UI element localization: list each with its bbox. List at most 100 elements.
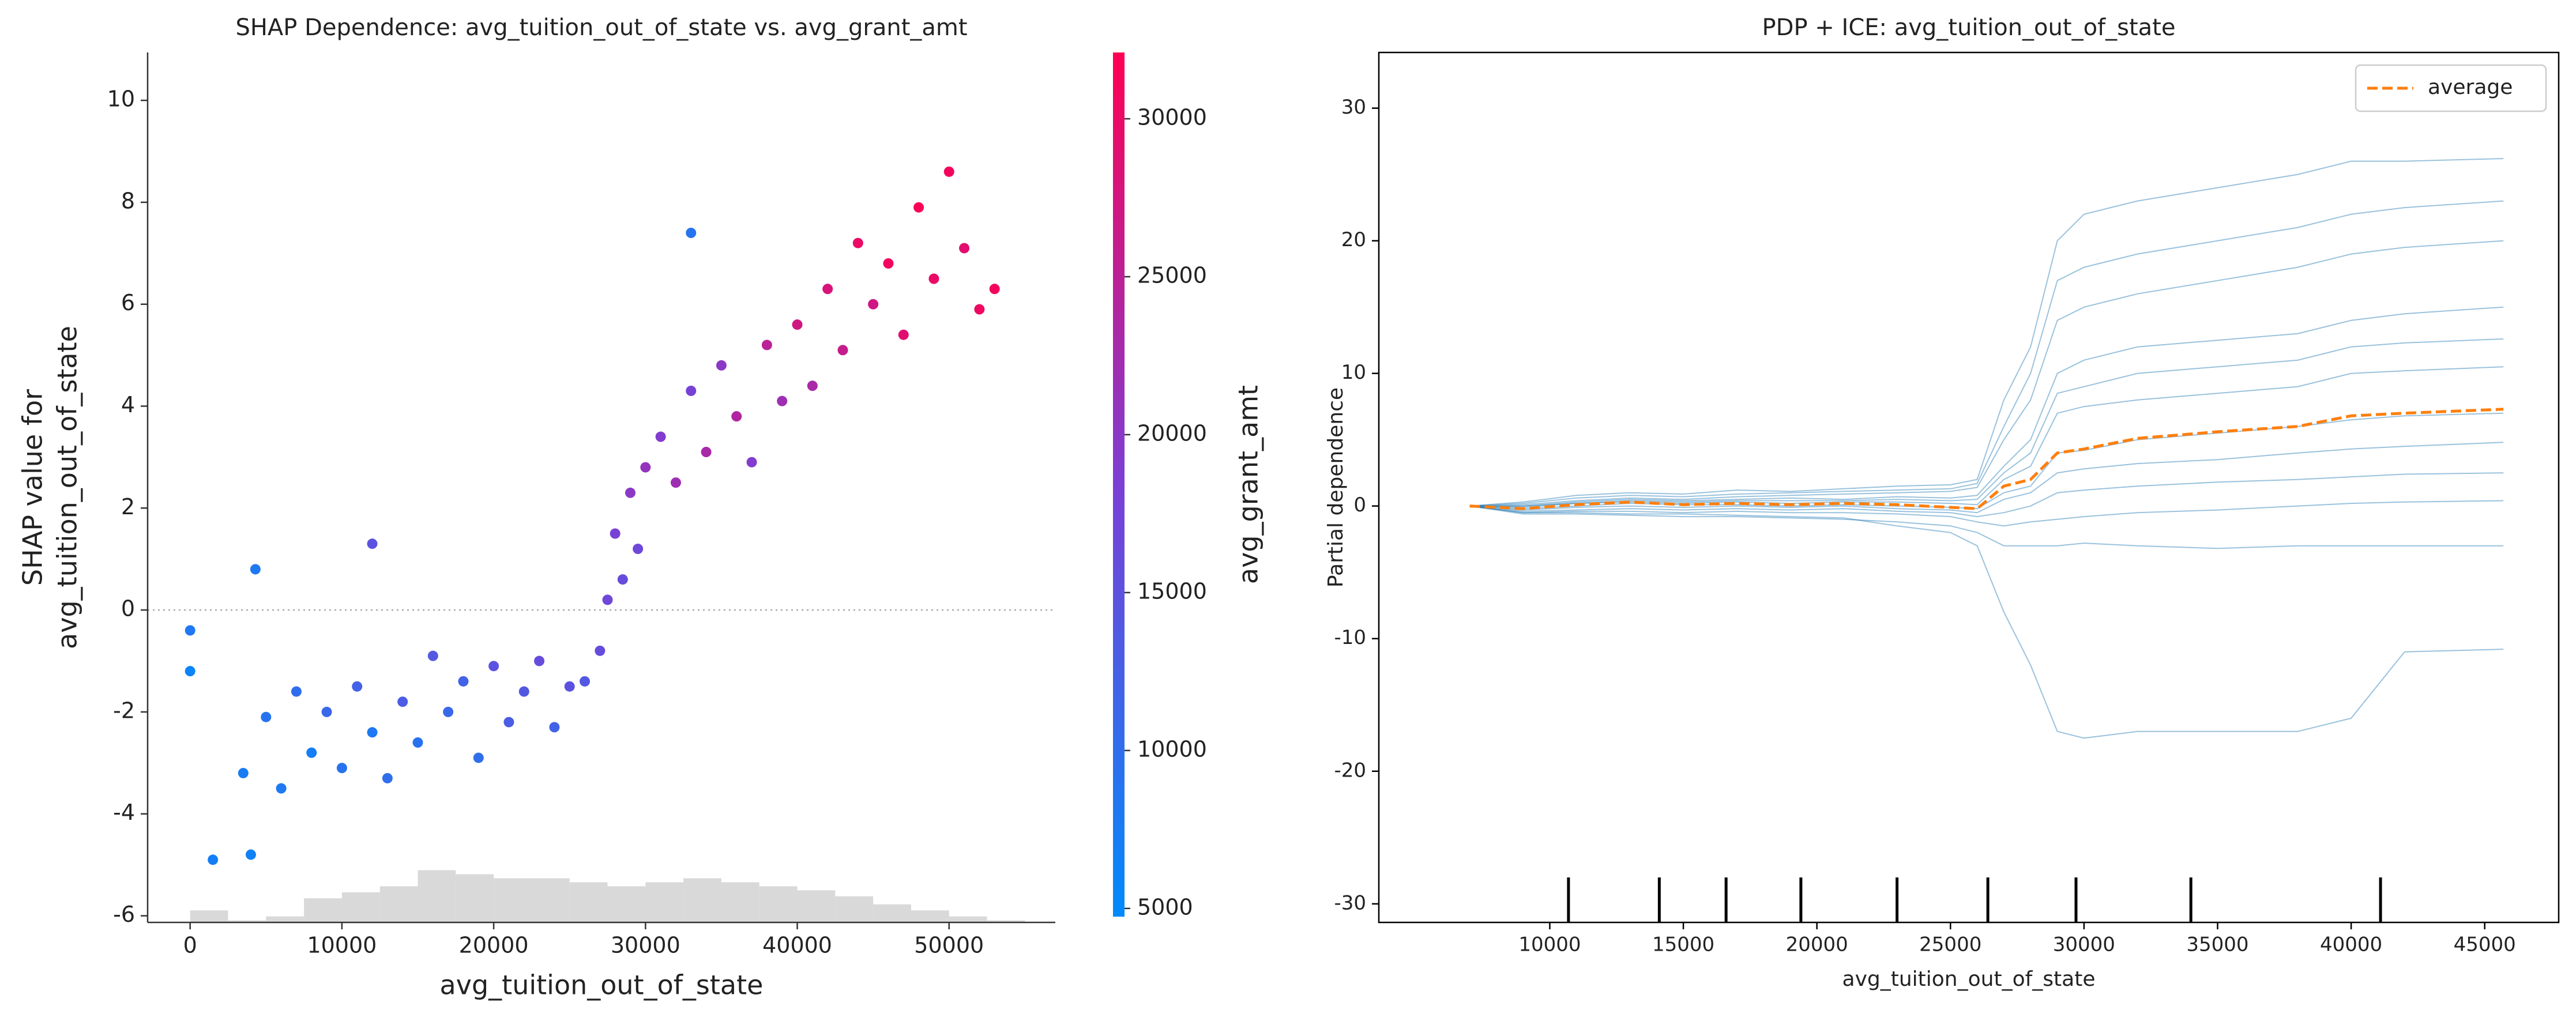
point: [306, 747, 317, 758]
chart-title: SHAP Dependence: avg_tuition_out_of_stat…: [235, 14, 967, 41]
point: [822, 284, 833, 295]
y-axis-label: SHAP value for: [17, 389, 48, 586]
point: [989, 284, 1000, 295]
point: [807, 380, 818, 391]
ice-line: [1469, 500, 2504, 527]
histogram-bar: [569, 882, 608, 922]
histogram-bar: [645, 882, 684, 922]
y-tick-label: -2: [113, 698, 135, 723]
histogram-bar: [304, 898, 342, 922]
point: [943, 166, 954, 177]
point: [321, 706, 332, 717]
point: [610, 528, 621, 539]
point: [617, 574, 628, 585]
point: [208, 854, 219, 865]
y-tick-label: 10: [1341, 361, 1366, 384]
point: [777, 395, 788, 406]
colorbar: [1113, 52, 1125, 917]
point: [185, 625, 195, 636]
histogram-bar: [190, 910, 228, 922]
point: [412, 737, 423, 748]
y-tick-label: 30: [1341, 96, 1366, 119]
x-tick-label: 35000: [2186, 933, 2248, 956]
point: [238, 767, 249, 778]
point: [397, 696, 408, 707]
x-tick-label: 10000: [1518, 933, 1581, 956]
point: [580, 676, 591, 687]
point: [291, 686, 302, 697]
histogram-bar: [835, 896, 874, 922]
point: [382, 773, 393, 783]
point: [276, 783, 287, 794]
chart-title: PDP + ICE: avg_tuition_out_of_state: [1762, 14, 2176, 41]
point: [427, 650, 438, 661]
point: [974, 304, 985, 315]
point: [261, 711, 272, 722]
point: [367, 727, 378, 738]
histogram-bar: [759, 886, 798, 922]
histogram-bar: [949, 916, 987, 922]
colorbar-tick-label: 20000: [1137, 420, 1207, 446]
point: [959, 243, 970, 254]
x-tick-label: 25000: [1919, 933, 1981, 956]
ice-line: [1469, 366, 2504, 508]
point: [185, 666, 195, 677]
ice-line: [1469, 505, 2504, 739]
point: [746, 457, 757, 468]
point: [670, 477, 681, 488]
ice-line: [1469, 442, 2504, 514]
y-tick-label: -20: [1334, 759, 1366, 782]
point: [913, 202, 924, 213]
histogram-bar: [379, 886, 418, 922]
point: [518, 686, 529, 697]
y-tick-label: 6: [121, 290, 135, 315]
x-tick-label: 30000: [2053, 933, 2115, 956]
y-tick-label: -4: [113, 800, 135, 825]
x-axis-label: avg_tuition_out_of_state: [1842, 967, 2096, 991]
y-tick-label: -6: [113, 902, 135, 927]
ice-line: [1469, 412, 2504, 510]
point: [898, 329, 909, 340]
point: [595, 645, 606, 656]
point: [731, 411, 742, 422]
colorbar-tick-label: 5000: [1137, 894, 1193, 920]
ice-line: [1469, 240, 2504, 507]
colorbar-tick-label: 15000: [1137, 578, 1207, 604]
x-tick-label: 40000: [2320, 933, 2382, 956]
ice-line: [1469, 158, 2504, 507]
point: [443, 706, 454, 717]
colorbar-tick-label: 25000: [1137, 262, 1207, 288]
ice-line: [1469, 338, 2504, 507]
x-tick-label: 0: [183, 933, 197, 958]
y-tick-label: 8: [121, 188, 135, 213]
y-tick-label: 4: [121, 392, 135, 417]
point: [761, 340, 772, 351]
y-tick-label: 0: [1353, 493, 1366, 517]
point: [883, 258, 894, 269]
histogram-bar: [797, 890, 836, 922]
histogram-bar: [531, 878, 570, 922]
average-line: [1469, 408, 2504, 510]
colorbar-tick-label: 30000: [1137, 105, 1207, 130]
y-axis-label: avg_tuition_out_of_state: [52, 326, 83, 649]
histogram-bar: [683, 878, 721, 922]
colorbar-tick-label: 10000: [1137, 736, 1207, 762]
point: [336, 763, 347, 774]
point: [686, 227, 697, 238]
ice-line: [1469, 306, 2504, 507]
histogram-bar: [266, 916, 304, 922]
x-tick-label: 30000: [611, 933, 680, 958]
point: [701, 447, 712, 458]
histogram-bar: [341, 892, 380, 922]
y-tick-label: -30: [1334, 891, 1366, 914]
histogram-bar: [873, 904, 911, 922]
histogram-bar: [911, 910, 949, 922]
point: [716, 360, 727, 371]
point: [928, 273, 939, 284]
histogram-bar: [607, 886, 646, 922]
x-axis-label: avg_tuition_out_of_state: [440, 970, 764, 1001]
x-tick-label: 45000: [2454, 933, 2516, 956]
point: [625, 487, 636, 498]
x-tick-label: 15000: [1652, 933, 1714, 956]
